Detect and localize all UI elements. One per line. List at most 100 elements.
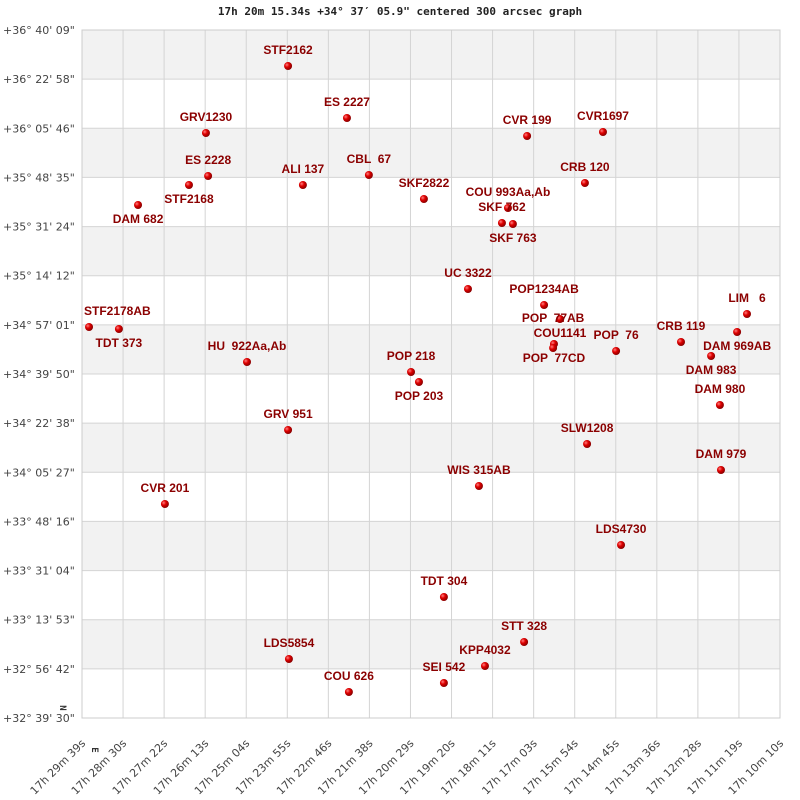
star-point: COU1141 [534, 314, 587, 340]
y-tick-label: +34° 39' 50" [3, 368, 75, 381]
star-marker [480, 661, 489, 670]
star-marker [114, 324, 123, 333]
star-label: CRB 119 [657, 319, 706, 333]
star-point: COU 993Aa,Ab [466, 185, 551, 212]
star-marker [474, 481, 483, 490]
star-point: UC 3322 [444, 266, 492, 293]
star-point: DAM 682 [113, 200, 164, 226]
star-marker [419, 194, 428, 203]
y-tick-label: +34° 22' 38" [3, 417, 75, 430]
star-point: GRV1230 [180, 110, 233, 138]
star-marker [85, 322, 94, 331]
star-label: SLW1208 [561, 421, 614, 435]
star-marker [342, 113, 351, 122]
plot-frame [81, 29, 781, 719]
star-label: POP 76 [594, 328, 639, 342]
star-label: CVR 201 [141, 481, 190, 495]
star-label: KPP4032 [459, 643, 511, 657]
y-tick-label: +35° 14' 12" [3, 270, 75, 283]
north-indicator: N [57, 705, 67, 710]
y-tick-label: +33° 48' 16" [3, 515, 75, 528]
star-label: ES 2227 [324, 95, 370, 109]
star-marker [677, 338, 686, 347]
star-label: STT 328 [501, 619, 547, 633]
star-point: STF2162 [263, 43, 313, 70]
star-label: GRV 951 [263, 407, 312, 421]
star-point: CVR1697 [577, 109, 629, 136]
star-point: COU 626 [324, 669, 374, 697]
star-point: WIS 315AB [447, 463, 511, 490]
star-marker [497, 218, 506, 227]
star-label: SKF 762 [478, 200, 526, 214]
grid-band [82, 619, 780, 669]
star-point: SEI 542 [423, 660, 466, 687]
star-label: POP 77CD [523, 351, 586, 365]
star-label: CRB 120 [560, 160, 610, 174]
star-label: TDT 304 [421, 574, 468, 588]
star-point: HU 922Aa,Ab [208, 339, 287, 367]
star-label: UC 3322 [444, 266, 492, 280]
star-marker [184, 180, 193, 189]
star-label: POP 77AB [522, 311, 585, 325]
chart-title: 17h 20m 15.34s +34° 37′ 05.9" centered 3… [217, 5, 583, 18]
star-label: DAM 980 [695, 382, 746, 396]
star-point: STF2178AB [84, 304, 151, 331]
star-marker [243, 358, 252, 367]
star-marker [364, 170, 373, 179]
y-tick-label: +36° 40' 09" [3, 24, 75, 37]
star-point: DAM 980 [695, 382, 746, 409]
star-label: HU 922Aa,Ab [208, 339, 287, 353]
y-tick-label: +32° 56' 42" [3, 663, 75, 676]
star-label: ALI 137 [282, 162, 325, 176]
star-marker [201, 129, 210, 138]
star-label: SKF 763 [489, 231, 537, 245]
star-point: DAM 979 [696, 447, 747, 474]
star-marker [503, 203, 512, 212]
star-point: LDS5854 [264, 636, 315, 663]
star-marker [344, 688, 353, 697]
grid-band [82, 128, 780, 178]
star-label: POP 203 [395, 389, 444, 403]
star-label: WIS 315AB [447, 463, 511, 477]
star-marker [540, 300, 549, 309]
star-marker [284, 425, 293, 434]
y-tick-label: +35° 31' 24" [3, 221, 75, 234]
star-point: SKF2822 [399, 176, 450, 203]
star-label: SEI 542 [423, 660, 466, 674]
star-label: STF2178AB [84, 304, 151, 318]
star-point: ALI 137 [282, 162, 325, 189]
star-label: STF2162 [263, 43, 313, 57]
y-tick-label: +35° 48' 35" [3, 171, 75, 184]
star-marker [134, 200, 143, 209]
y-tick-label: +34° 05' 27" [3, 466, 75, 479]
star-point: CVR 201 [141, 481, 190, 508]
star-label: SKF2822 [399, 176, 450, 190]
star-label: LDS4730 [596, 522, 647, 536]
y-tick-label: +34° 57' 01" [3, 319, 75, 332]
star-point: DAM 983 [686, 351, 737, 377]
grid-band [82, 521, 780, 571]
star-marker [707, 351, 716, 360]
y-tick-label: +33° 31' 04" [3, 565, 75, 578]
star-label: COU1141 [534, 326, 587, 340]
star-point: STF2168 [164, 180, 214, 206]
star-point: CRB 120 [560, 160, 610, 187]
star-label: DAM 682 [113, 212, 164, 226]
star-label: POP 218 [387, 349, 436, 363]
star-point: POP 76 [594, 328, 639, 355]
star-marker [463, 284, 472, 293]
star-label: TDT 373 [96, 336, 143, 350]
star-point: TDT 304 [421, 574, 468, 601]
star-marker [715, 400, 724, 409]
star-marker [284, 61, 293, 70]
star-point: TDT 373 [96, 324, 143, 350]
star-marker [716, 465, 725, 474]
star-label: ES 2228 [185, 153, 231, 167]
y-tick-label: +36° 22' 58" [3, 73, 75, 86]
star-point: CVR 199 [503, 113, 552, 140]
star-label: COU 993Aa,Ab [466, 185, 551, 199]
grid-band [82, 324, 780, 374]
star-point: KPP4032 [459, 643, 511, 670]
star-marker [742, 309, 751, 318]
